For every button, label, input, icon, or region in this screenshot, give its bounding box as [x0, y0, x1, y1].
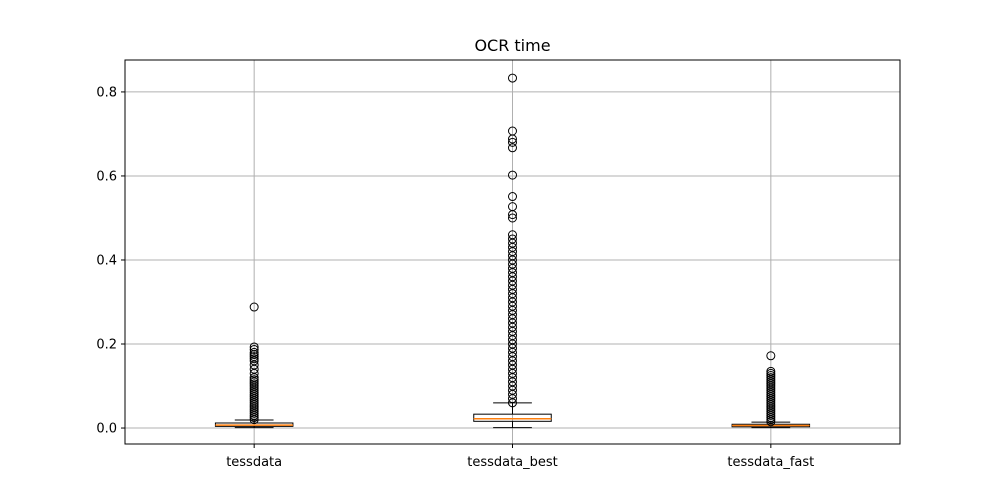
outlier-point — [766, 373, 776, 383]
outlier-point — [766, 371, 776, 381]
y-tick-label: 0.0 — [96, 422, 117, 437]
x-axis: tessdata tessdata_best tessdata_fast — [226, 444, 814, 470]
outlier-point — [249, 344, 259, 354]
outlier-point — [249, 347, 259, 357]
outlier-point — [766, 351, 776, 361]
x-tick-label-tessdata-fast: tessdata_fast — [727, 455, 814, 470]
outlier-point — [249, 375, 259, 385]
y-tick-label: 0.2 — [96, 338, 117, 353]
outlier-point — [249, 379, 259, 389]
chart-title: OCR time — [474, 36, 550, 55]
x-tick-label-tessdata-best: tessdata_best — [467, 455, 558, 470]
y-tick-label: 0.6 — [96, 169, 117, 184]
outlier-point — [249, 342, 259, 352]
y-tick-label: 0.8 — [96, 85, 117, 100]
x-tick-label-tessdata: tessdata — [226, 455, 282, 470]
outlier-point — [508, 143, 517, 153]
outlier-point — [508, 137, 517, 147]
outlier-point — [508, 192, 517, 202]
outlier-point — [508, 126, 517, 136]
boxes-layer — [214, 73, 811, 429]
box-group-tessdata — [214, 302, 294, 429]
outlier-point — [508, 170, 517, 180]
outlier-point — [766, 366, 776, 376]
outlier-point — [249, 354, 259, 364]
box-group-tessdata-best — [473, 73, 552, 429]
box-group-tessdata-fast — [731, 351, 811, 429]
outlier-point — [508, 230, 517, 240]
y-tick-label: 0.4 — [96, 253, 117, 268]
outlier-point — [508, 234, 517, 244]
outlier-point — [766, 368, 776, 378]
outlier-point — [508, 213, 517, 223]
outlier-point — [249, 352, 259, 362]
outlier-point — [249, 302, 259, 312]
outlier-point — [508, 73, 517, 83]
iqr-box — [473, 413, 552, 422]
outlier-point — [508, 202, 517, 212]
y-axis: 0.0 0.2 0.4 0.6 0.8 — [96, 85, 125, 437]
